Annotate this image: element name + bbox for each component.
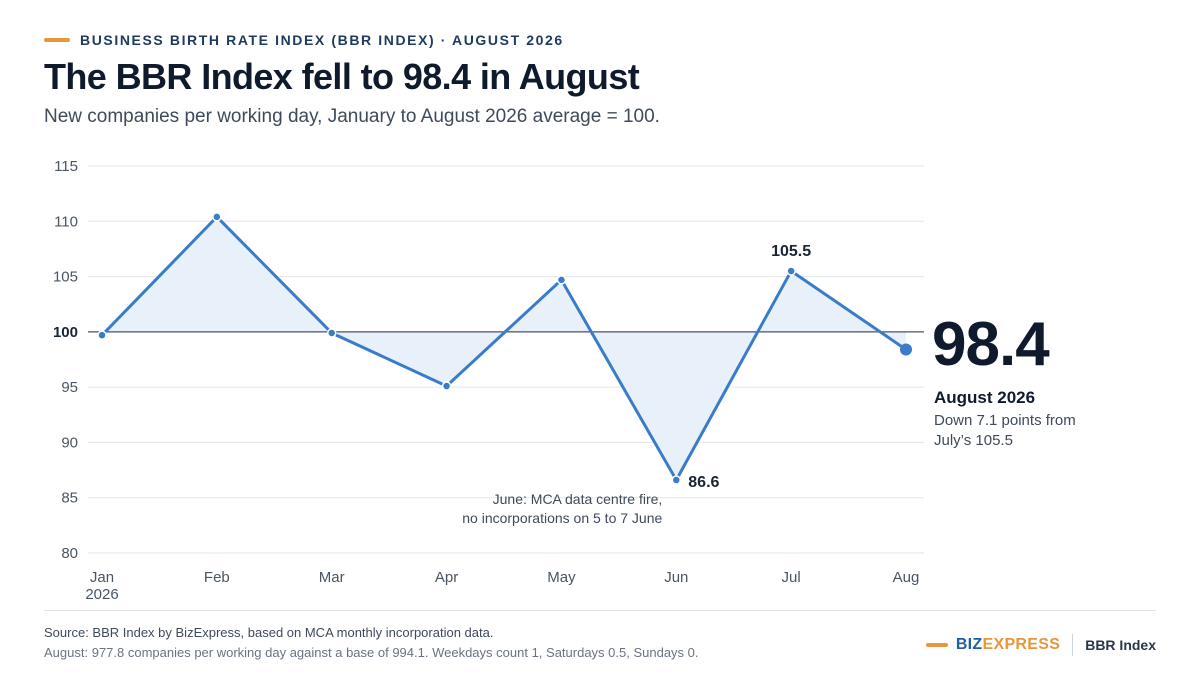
data-point-jun bbox=[671, 475, 682, 485]
y-tick-label: 110 bbox=[54, 213, 78, 230]
annotation-line: no incorporations on 5 to 7 June bbox=[462, 510, 662, 526]
source-note: Source: BBR Index by BizExpress, based o… bbox=[44, 625, 494, 640]
data-label-jul: 105.5 bbox=[771, 243, 811, 260]
series-line bbox=[100, 215, 908, 482]
y-tick-label: 85 bbox=[61, 490, 78, 507]
latest-change-note: Down 7.1 points from July’s 105.5 bbox=[934, 412, 1076, 449]
data-point-feb bbox=[212, 212, 222, 222]
data-point-mar bbox=[326, 328, 337, 338]
latest-period: August 2026 bbox=[934, 388, 1036, 407]
grid-layer bbox=[88, 165, 924, 554]
y-tick-label: 100 bbox=[53, 324, 78, 341]
x-year-label: 2026 bbox=[85, 586, 118, 603]
x-tick-label: Jan bbox=[90, 569, 114, 586]
point-layer bbox=[97, 212, 912, 485]
data-label-jun: 86.6 bbox=[688, 474, 719, 491]
line-layer bbox=[100, 215, 908, 482]
page-subtitle: New companies per working day, January t… bbox=[44, 106, 660, 127]
x-tick-label: Mar bbox=[319, 569, 345, 586]
brand-logo: BIZ EXPRESS BBR Index bbox=[925, 634, 1156, 656]
brand-name-part1: BIZ bbox=[955, 636, 983, 653]
brand-product: BBR Index bbox=[1085, 637, 1156, 653]
annotation-line: June: MCA data centre fire, bbox=[493, 491, 663, 507]
footer-divider bbox=[44, 610, 1156, 611]
page-title: The BBR Index fell to 98.4 in August bbox=[44, 56, 640, 97]
x-tick-label: May bbox=[547, 569, 576, 586]
deviation-area bbox=[102, 216, 906, 481]
y-tick-label: 115 bbox=[54, 158, 78, 175]
y-tick-label: 95 bbox=[61, 379, 78, 396]
x-tick-label: Jul bbox=[782, 569, 801, 586]
kicker: BUSINESS BIRTH RATE INDEX (BBR INDEX) · … bbox=[80, 32, 564, 48]
latest-value: 98.4 bbox=[932, 310, 1050, 379]
brand-name-part2: EXPRESS bbox=[982, 636, 1061, 653]
kicker-accent-bar bbox=[44, 38, 70, 42]
y-tick-label: 105 bbox=[53, 269, 78, 286]
data-point-apr bbox=[441, 381, 452, 391]
x-tick-label: Feb bbox=[204, 569, 230, 586]
x-tick-label: Aug bbox=[893, 569, 920, 586]
area-layer bbox=[102, 216, 906, 481]
y-tick-label: 90 bbox=[61, 434, 78, 451]
brand-accent-bar bbox=[925, 643, 948, 647]
data-point-may bbox=[556, 275, 567, 285]
x-tick-label: Jun bbox=[664, 569, 688, 586]
header-kicker-row: BUSINESS BIRTH RATE INDEX (BBR INDEX) · … bbox=[44, 30, 564, 50]
brand-separator bbox=[1072, 634, 1074, 656]
data-point-aug bbox=[900, 343, 912, 356]
method-note: August: 977.8 companies per working day … bbox=[44, 645, 699, 660]
data-point-jul bbox=[786, 266, 796, 276]
x-tick-label: Apr bbox=[435, 569, 458, 586]
y-tick-label: 80 bbox=[61, 545, 78, 562]
label-layer: 80 85 90 95 100 105 110 115 Jan Feb Mar Apr May Jun Ju… bbox=[53, 158, 919, 603]
data-point-jan bbox=[97, 330, 107, 340]
